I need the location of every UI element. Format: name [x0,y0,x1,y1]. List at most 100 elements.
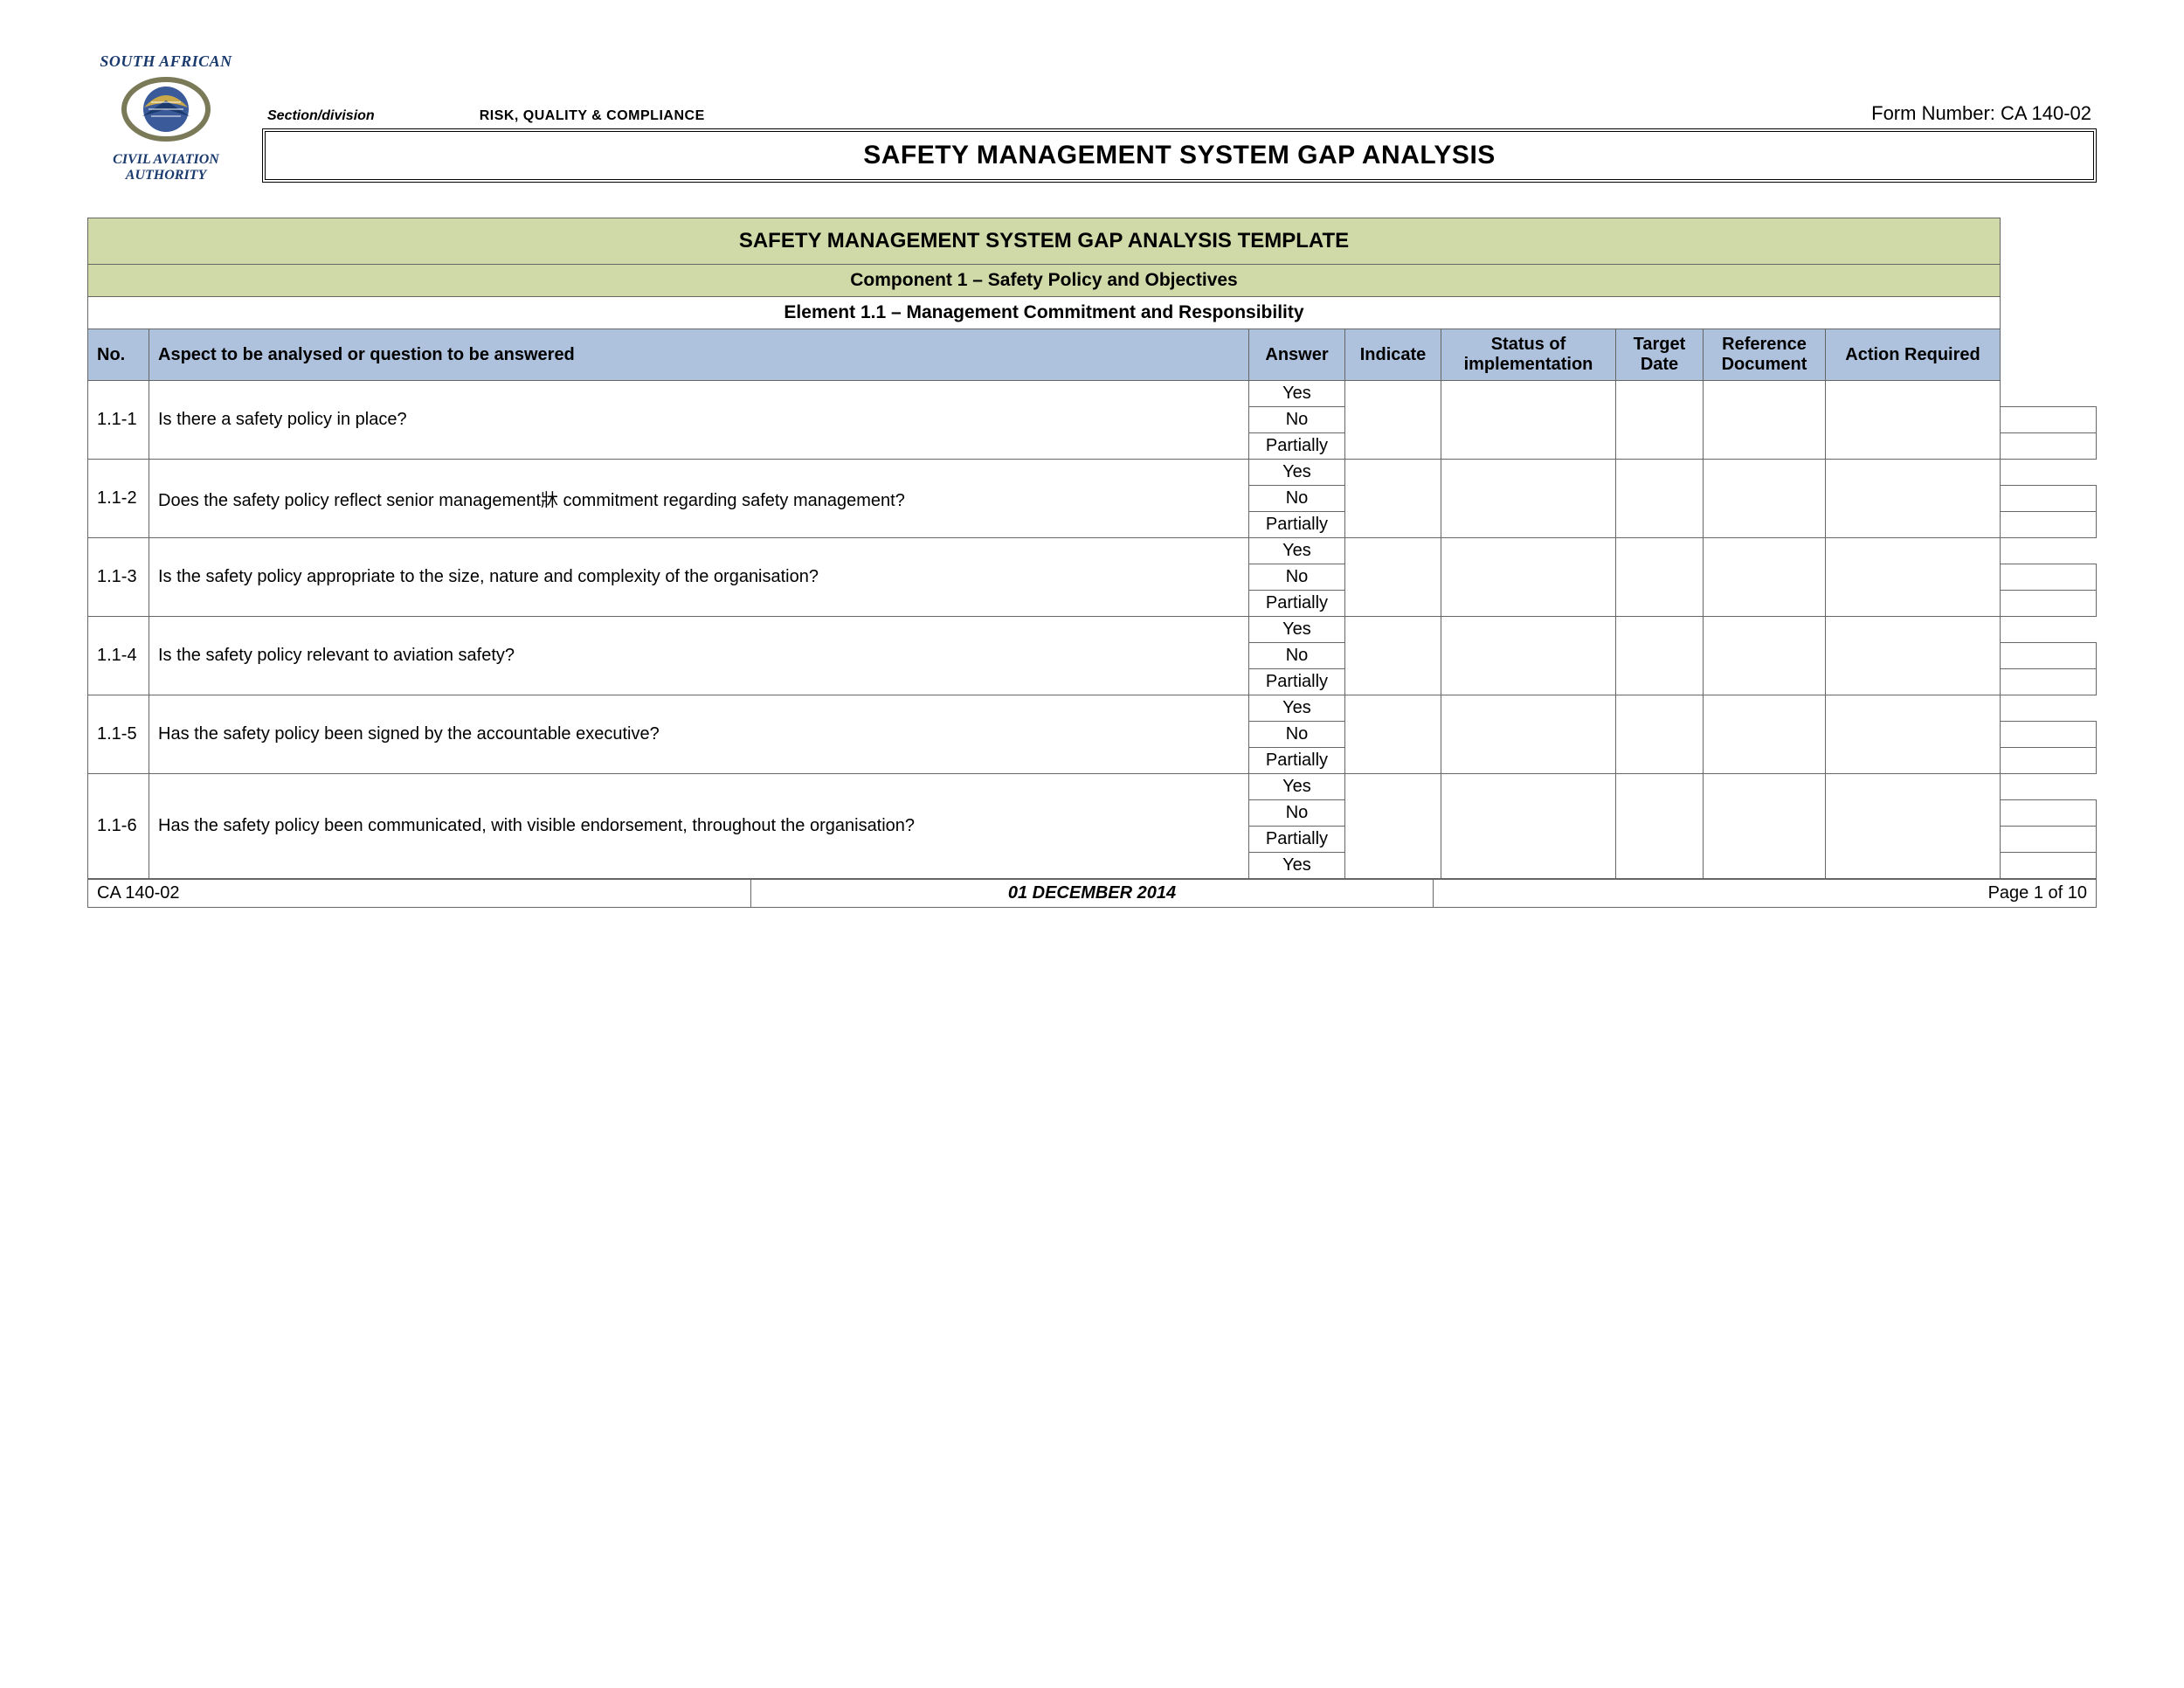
col-status: Status of implementation [1441,329,1616,381]
answer-option[interactable]: No [1249,800,1345,827]
col-reference: Reference Document [1704,329,1826,381]
answer-option[interactable]: Yes [1249,617,1345,643]
indicate-cell[interactable] [1345,460,1441,538]
row-no: 1.1-1 [88,381,149,460]
answer-option[interactable]: Partially [1249,827,1345,853]
answer-option[interactable]: No [1249,564,1345,591]
indicate-cell[interactable] [2001,407,2097,433]
indicate-cell[interactable] [2001,722,2097,748]
answer-option[interactable]: Yes [1249,460,1345,486]
reference-cell[interactable] [1704,695,1826,774]
action-cell[interactable] [1826,460,2001,538]
footer-page: Page 1 of 10 [1434,880,2097,908]
indicate-cell[interactable] [2001,486,2097,512]
indicate-cell[interactable] [2001,800,2097,827]
answer-option[interactable]: Partially [1249,669,1345,695]
document-title: SAFETY MANAGEMENT SYSTEM GAP ANALYSIS [262,128,2097,183]
reference-cell[interactable] [1704,538,1826,617]
status-cell[interactable] [1441,695,1616,774]
answer-option[interactable]: Yes [1249,538,1345,564]
section-line: Section/division RISK, QUALITY & COMPLIA… [262,102,2097,128]
answer-option[interactable]: Yes [1249,695,1345,722]
reference-cell[interactable] [1704,460,1826,538]
action-cell[interactable] [1826,538,2001,617]
answer-option[interactable]: Partially [1249,591,1345,617]
answer-option[interactable]: No [1249,407,1345,433]
reference-cell[interactable] [1704,381,1826,460]
element-heading: Element 1.1 – Management Commitment and … [88,297,2001,329]
indicate-cell[interactable] [1345,774,1441,879]
indicate-cell[interactable] [2001,564,2097,591]
col-target: Target Date [1616,329,1704,381]
row-no: 1.1-3 [88,538,149,617]
target-cell[interactable] [1616,617,1704,695]
header-right: Section/division RISK, QUALITY & COMPLIA… [262,102,2097,183]
logo-text-bottom: CIVIL AVIATION AUTHORITY [87,152,245,183]
target-cell[interactable] [1616,460,1704,538]
target-cell[interactable] [1616,695,1704,774]
row-aspect: Is the safety policy relevant to aviatio… [149,617,1249,695]
section-label: Section/division [267,108,375,124]
status-cell[interactable] [1441,460,1616,538]
page: SOUTH AFRICAN CIVIL AVIATION AUTHORITY [87,52,2097,908]
target-cell[interactable] [1616,774,1704,879]
indicate-cell[interactable] [2001,748,2097,774]
row-no: 1.1-5 [88,695,149,774]
logo-icon [87,74,245,149]
indicate-cell[interactable] [1345,538,1441,617]
component-heading: Component 1 – Safety Policy and Objectiv… [88,265,2001,297]
answer-option[interactable]: Yes [1249,381,1345,407]
row-aspect: Does the safety policy reflect senior ma… [149,460,1249,538]
status-cell[interactable] [1441,538,1616,617]
row-no: 1.1-2 [88,460,149,538]
status-cell[interactable] [1441,774,1616,879]
footer-table: CA 140-02 01 DECEMBER 2014 Page 1 of 10 [87,879,2097,908]
answer-option[interactable]: No [1249,722,1345,748]
col-action: Action Required [1826,329,2001,381]
target-cell[interactable] [1616,538,1704,617]
action-cell[interactable] [1826,381,2001,460]
footer-left: CA 140-02 [88,880,751,908]
status-cell[interactable] [1441,381,1616,460]
answer-option[interactable]: Partially [1249,748,1345,774]
indicate-cell[interactable] [2001,827,2097,853]
form-number: Form Number: CA 140-02 [1871,102,2091,125]
action-cell[interactable] [1826,617,2001,695]
col-indicate: Indicate [1345,329,1441,381]
row-no: 1.1-4 [88,617,149,695]
col-no: No. [88,329,149,381]
answer-option[interactable]: No [1249,486,1345,512]
reference-cell[interactable] [1704,774,1826,879]
answer-option[interactable]: Partially [1249,512,1345,538]
indicate-cell[interactable] [2001,512,2097,538]
row-aspect: Has the safety policy been communicated,… [149,774,1249,879]
col-answer: Answer [1249,329,1345,381]
indicate-cell[interactable] [2001,643,2097,669]
answer-option[interactable]: No [1249,643,1345,669]
status-cell[interactable] [1441,617,1616,695]
gap-analysis-table: SAFETY MANAGEMENT SYSTEM GAP ANALYSIS TE… [87,218,2097,879]
indicate-cell[interactable] [2001,433,2097,460]
logo-block: SOUTH AFRICAN CIVIL AVIATION AUTHORITY [87,52,245,183]
action-cell[interactable] [1826,774,2001,879]
row-aspect: Is the safety policy appropriate to the … [149,538,1249,617]
answer-option[interactable]: Yes [1249,774,1345,800]
reference-cell[interactable] [1704,617,1826,695]
section-value: RISK, QUALITY & COMPLIANCE [480,108,1871,124]
indicate-cell[interactable] [2001,591,2097,617]
footer-date: 01 DECEMBER 2014 [750,880,1434,908]
answer-option[interactable]: Yes [1249,853,1345,879]
document-header: SOUTH AFRICAN CIVIL AVIATION AUTHORITY [87,52,2097,183]
indicate-cell[interactable] [1345,381,1441,460]
row-aspect: Has the safety policy been signed by the… [149,695,1249,774]
indicate-cell[interactable] [1345,695,1441,774]
col-aspect: Aspect to be analysed or question to be … [149,329,1249,381]
row-aspect: Is there a safety policy in place? [149,381,1249,460]
indicate-cell[interactable] [2001,669,2097,695]
action-cell[interactable] [1826,695,2001,774]
answer-option[interactable]: Partially [1249,433,1345,460]
indicate-cell[interactable] [1345,617,1441,695]
target-cell[interactable] [1616,381,1704,460]
row-no: 1.1-6 [88,774,149,879]
indicate-cell[interactable] [2001,853,2097,879]
